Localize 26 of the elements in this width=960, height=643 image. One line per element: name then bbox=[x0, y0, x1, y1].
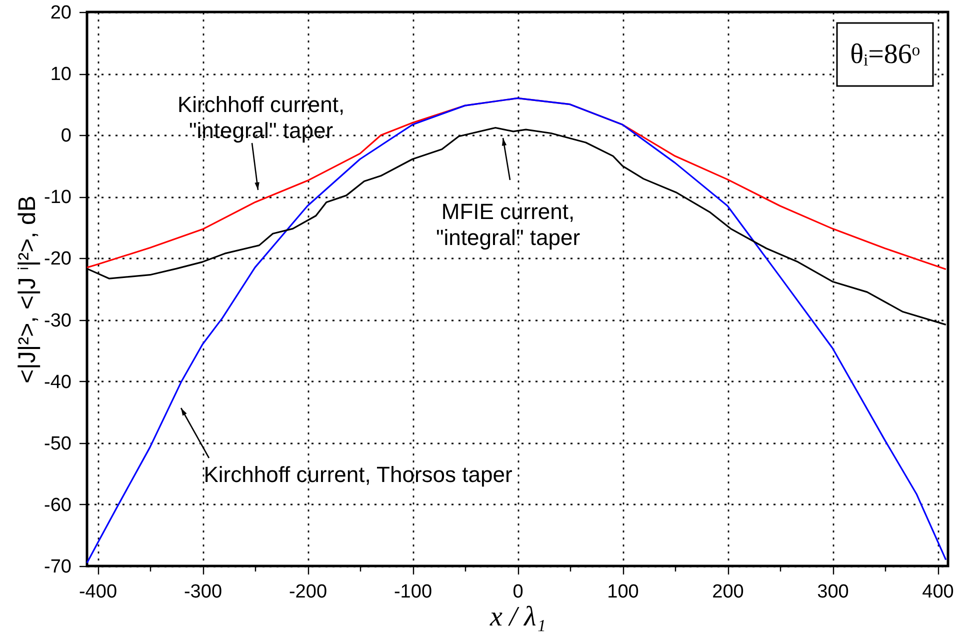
y-tick-label: -10 bbox=[44, 187, 72, 208]
x-tick-label: 300 bbox=[817, 582, 849, 602]
y-tick-label: -30 bbox=[44, 310, 72, 332]
x-axis-title: x / λ₁ bbox=[488, 602, 546, 632]
y-tick-label: 10 bbox=[50, 64, 72, 86]
x-tick-label: 200 bbox=[712, 582, 744, 602]
y-axis-title: <|J|²>, <|J ⁱ|²>, dB bbox=[14, 196, 42, 384]
y-tick-label: 20 bbox=[50, 2, 72, 24]
x-tick-label: -300 bbox=[184, 582, 222, 602]
x-tick-label: -100 bbox=[394, 582, 432, 602]
y-tick-label: -70 bbox=[44, 556, 72, 578]
annotation: Kirchhoff current, "integral" taper bbox=[177, 92, 345, 143]
annotation: Kirchhoff current, Thorsos taper bbox=[204, 462, 512, 487]
y-tick-label: -60 bbox=[44, 494, 72, 516]
x-tick-label: 400 bbox=[922, 582, 954, 602]
x-tick-label: -400 bbox=[78, 582, 118, 602]
annotation: MFIE current, "integral" taper bbox=[436, 199, 580, 250]
y-tick-label: -40 bbox=[44, 372, 72, 393]
annotation: θᵢ=86ᵒ bbox=[850, 39, 920, 70]
x-tick-label: 0 bbox=[512, 582, 524, 602]
y-tick-label: 0 bbox=[60, 126, 72, 147]
y-tick-label: -20 bbox=[44, 248, 72, 270]
line-series bbox=[86, 97, 947, 564]
y-tick-label: -50 bbox=[44, 433, 72, 454]
x-tick-label: -200 bbox=[288, 582, 328, 602]
x-tick-label: 100 bbox=[607, 582, 639, 602]
